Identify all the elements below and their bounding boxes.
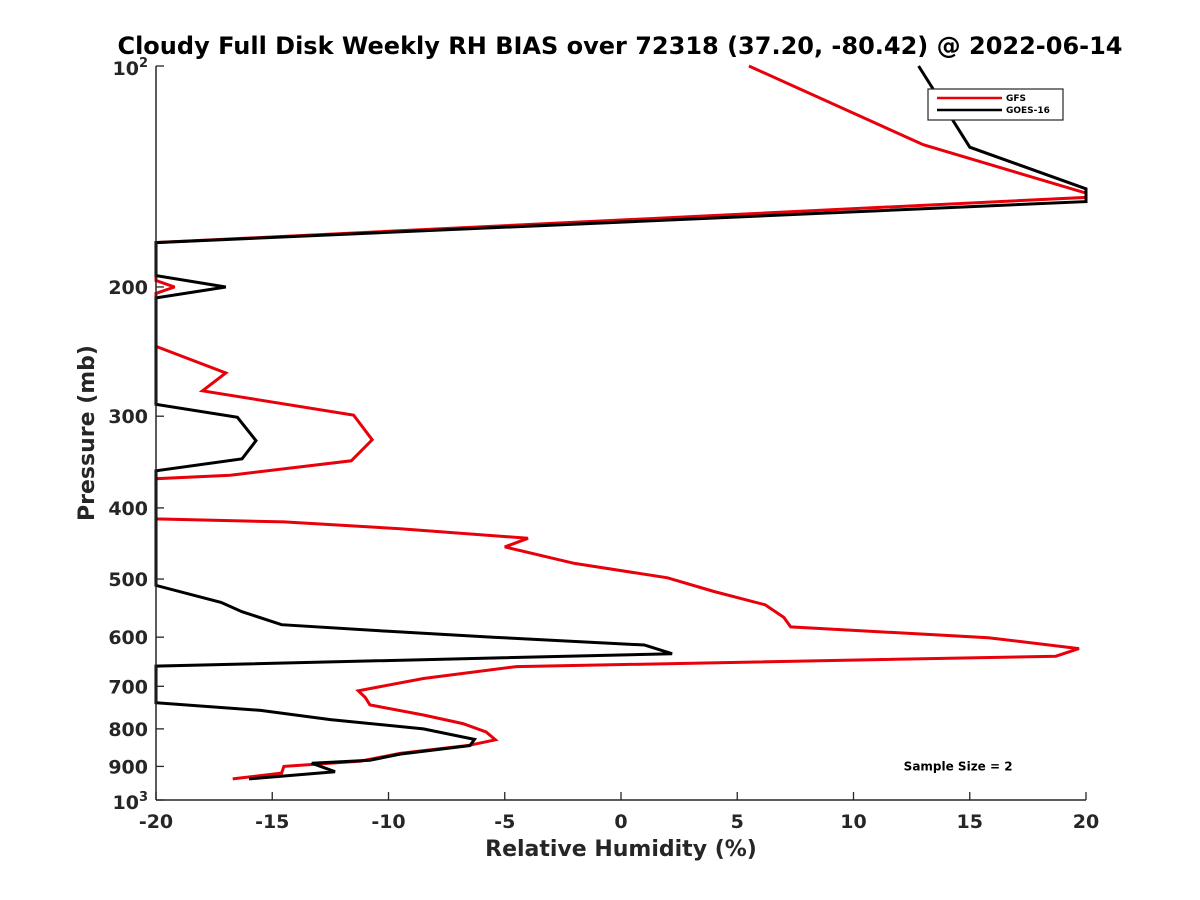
legend: GFS GOES-16 (927, 88, 1064, 121)
y-tick-label: 500 (108, 569, 148, 591)
legend-label-goes16: GOES-16 (1006, 106, 1050, 116)
y-tick-label: 200 (108, 277, 148, 299)
y-tick-label: 102 (113, 56, 149, 80)
y-tick-label: 400 (108, 498, 148, 520)
x-tick-label: 0 (614, 811, 627, 833)
x-tick-label: -15 (255, 811, 289, 833)
x-tick-label: 20 (1073, 811, 1099, 833)
legend-box (927, 88, 1064, 121)
y-tick-label: 600 (108, 627, 148, 649)
chart-title: Cloudy Full Disk Weekly RH BIAS over 723… (117, 32, 1122, 60)
y-tick-label: 700 (108, 676, 148, 698)
x-tick-label: -10 (371, 811, 405, 833)
x-tick-label: 15 (957, 811, 983, 833)
legend-label-gfs: GFS (1006, 94, 1026, 104)
y-axis-label: Pressure (mb) (75, 345, 100, 521)
y-tick-label: 300 (108, 406, 148, 428)
x-tick-label: -5 (494, 811, 515, 833)
y-tick-label: 103 (113, 790, 149, 814)
y-axis-ticks: 102 200 300 400 500 600 700 800 900 103 (108, 56, 164, 814)
y-tick-label: 800 (108, 719, 148, 741)
series-line-goes16 (154, 65, 1088, 781)
y-tick-label: 900 (108, 756, 148, 778)
x-tick-label: -20 (139, 811, 173, 833)
x-tick-label: 5 (731, 811, 744, 833)
x-axis-label: Relative Humidity (%) (485, 837, 757, 862)
x-tick-label: 10 (840, 811, 866, 833)
sample-size-annotation: Sample Size = 2 (904, 759, 1013, 773)
x-axis-ticks: -20 -15 -10 -5 0 5 10 15 20 (139, 792, 1099, 833)
